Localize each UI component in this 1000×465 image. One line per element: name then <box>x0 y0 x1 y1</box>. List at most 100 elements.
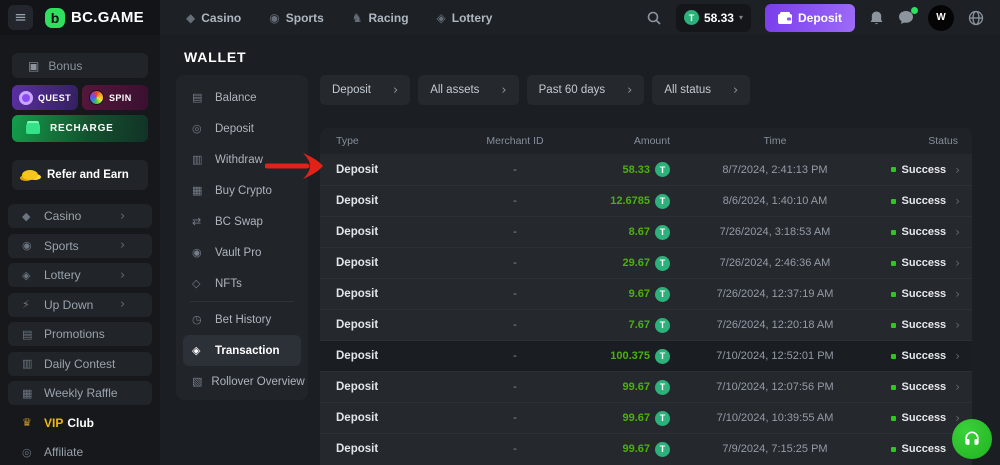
headphones-icon <box>965 431 979 445</box>
sidebar-item[interactable]: ▦ Weekly Raffle <box>8 381 152 405</box>
filter-dropdown[interactable]: All assets › <box>418 75 519 105</box>
refer-and-earn-button[interactable]: Refer and Earn <box>12 160 148 190</box>
search-icon[interactable] <box>646 10 662 26</box>
bell-icon[interactable] <box>869 10 884 26</box>
cell-status: Success › <box>880 225 972 239</box>
sidebar-item-label: Club <box>67 415 95 430</box>
amount-value: 8.67 <box>628 226 650 238</box>
wallet-submenu-item[interactable]: ◎ Deposit <box>183 113 301 144</box>
globe-icon[interactable] <box>968 10 984 26</box>
sidebar-item[interactable]: ▥ Daily Contest <box>8 351 152 376</box>
quest-badge[interactable]: QUEST <box>12 85 78 110</box>
bonus-button[interactable]: ▣ Bonus <box>12 53 148 78</box>
wallet-submenu-item[interactable]: ▦ Buy Crypto <box>183 175 301 206</box>
sidebar-item-icon: ⚡ <box>22 298 30 311</box>
table-row[interactable]: Deposit - 29.67 T 7/26/2024, 2:46:36 AM … <box>320 247 972 278</box>
filter-label: Past 60 days <box>538 84 606 96</box>
sidebar-item[interactable]: ◉ Sports › <box>8 233 152 258</box>
table-row[interactable]: Deposit - 9.67 T 7/26/2024, 12:37:19 AM … <box>320 278 972 309</box>
topnav-item[interactable]: ◈ Lottery <box>437 11 493 25</box>
wallet-submenu-label: Withdraw <box>215 153 263 166</box>
table-row[interactable]: Deposit - 99.67 T 7/10/2024, 10:39:55 AM… <box>320 402 972 433</box>
wallet-submenu-item[interactable]: ◇ NFTs <box>183 268 301 299</box>
sidebar-item-icon: ◎ <box>22 445 32 459</box>
table-row[interactable]: Deposit - 99.67 T 7/9/2024, 7:15:25 PM S… <box>320 433 972 464</box>
amount-value: 7.67 <box>628 319 650 331</box>
cell-type: Deposit <box>336 226 379 238</box>
balance-amount: 58.33 <box>703 10 734 25</box>
sidebar-item-icon: ▤ <box>22 327 33 341</box>
support-button[interactable] <box>952 419 992 459</box>
wallet-submenu-label: Transaction <box>215 344 280 357</box>
balance-dropdown[interactable]: T 58.33 ▾ <box>675 3 751 32</box>
table-row[interactable]: Deposit - 99.67 T 7/10/2024, 12:07:56 PM… <box>320 371 972 402</box>
cell-time: 7/26/2024, 12:37:19 AM <box>716 288 834 300</box>
table-row[interactable]: Deposit - 12.6785 T 8/6/2024, 1:40:10 AM… <box>320 185 972 216</box>
page-title: WALLET <box>184 49 247 65</box>
spin-badge[interactable]: SPIN <box>82 85 148 110</box>
cell-time: 7/26/2024, 2:46:36 AM <box>719 257 831 269</box>
status-badge: Success <box>901 163 947 176</box>
table-row[interactable]: Deposit - 8.67 T 7/26/2024, 3:18:53 AM S… <box>320 216 972 247</box>
chevron-right-icon: › <box>955 411 960 425</box>
wallet-submenu-item[interactable]: ◈ Transaction <box>183 335 301 366</box>
cell-type: Deposit <box>336 350 379 362</box>
column-header-status: Status <box>928 135 958 147</box>
filter-dropdown[interactable]: All status › <box>652 75 751 105</box>
chevron-right-icon: › <box>393 82 399 98</box>
sidebar-item[interactable]: ▤ Promotions <box>8 322 152 346</box>
filter-label: All assets <box>430 84 480 96</box>
topnav-item[interactable]: ♞ Racing <box>352 11 409 25</box>
cell-type: Deposit <box>336 195 379 207</box>
topnav-item[interactable]: ◆ Casino <box>186 11 241 25</box>
sidebar-item[interactable]: ⚡ Up Down › <box>8 292 152 317</box>
status-badge: Success <box>901 319 947 331</box>
left-sidebar: ▣ Bonus QUEST SPIN RECHARGE Refer and Ea… <box>0 35 160 465</box>
topnav-item[interactable]: ◉ Sports <box>269 11 324 25</box>
sidebar-item-label: Up Down <box>44 297 94 312</box>
cell-status: Success › <box>880 349 972 363</box>
quest-label: QUEST <box>38 92 72 103</box>
chevron-right-icon: › <box>955 380 960 394</box>
chevron-right-icon: › <box>955 194 960 208</box>
chat-icon[interactable] <box>898 7 918 25</box>
status-badge: Success <box>901 350 947 362</box>
cell-time: 7/26/2024, 3:18:53 AM <box>719 226 831 238</box>
wallet-submenu-item[interactable]: ◷ Bet History <box>183 304 301 335</box>
sidebar-item[interactable]: ◆ Casino › <box>8 204 152 228</box>
deposit-button[interactable]: Deposit <box>764 3 855 32</box>
wallet-submenu-item[interactable]: ▤ Balance <box>183 82 301 113</box>
sidebar-item[interactable]: ◎ Affiliate <box>8 440 152 464</box>
sidebar-item[interactable]: ◈ Lottery › <box>8 263 152 287</box>
sidebar-item[interactable]: ♛ VIP Club <box>8 411 152 435</box>
nav-item-icon: ◉ <box>269 10 280 25</box>
table-row[interactable]: Deposit - 58.33 T 8/7/2024, 2:41:13 PM S… <box>320 154 972 185</box>
wallet-submenu-label: Buy Crypto <box>215 184 272 197</box>
amount-value: 99.67 <box>622 443 650 455</box>
cell-amount: 99.67 T <box>560 379 670 395</box>
success-dot-icon <box>890 260 896 266</box>
logo[interactable]: b BC.GAME <box>45 7 144 28</box>
recharge-button[interactable]: RECHARGE <box>12 115 148 142</box>
filter-dropdown[interactable]: Deposit › <box>320 75 411 105</box>
wallet-submenu-icon: ▧ <box>192 375 203 388</box>
table-row[interactable]: Deposit - 100.375 T 7/10/2024, 12:52:01 … <box>320 340 972 371</box>
chevron-right-icon: › <box>955 318 960 332</box>
wallet-submenu-item[interactable]: ▥ Withdraw <box>183 144 301 175</box>
status-badge: Success <box>901 381 947 393</box>
wallet-submenu-item[interactable]: ◉ Vault Pro <box>183 237 301 268</box>
amount-value: 12.6785 <box>610 195 650 207</box>
filter-dropdown[interactable]: Past 60 days › <box>526 75 645 105</box>
treasure-chest-icon <box>26 123 40 134</box>
tether-coin-icon: T <box>655 348 670 364</box>
wallet-submenu-item[interactable]: ▧ Rollover Overview <box>183 366 305 397</box>
wallet-submenu-item[interactable]: ⇄ BC Swap <box>183 206 301 237</box>
table-row[interactable]: Deposit - 7.67 T 7/26/2024, 12:20:18 AM … <box>320 309 972 340</box>
nav-item-label: Lottery <box>451 10 493 25</box>
menu-icon[interactable]: ≡ <box>8 5 33 30</box>
chevron-right-icon: › <box>501 82 507 98</box>
chevron-right-icon: › <box>955 162 960 177</box>
avatar[interactable]: W <box>928 4 954 31</box>
chevron-right-icon: › <box>955 287 960 301</box>
wallet-icon <box>777 11 792 24</box>
